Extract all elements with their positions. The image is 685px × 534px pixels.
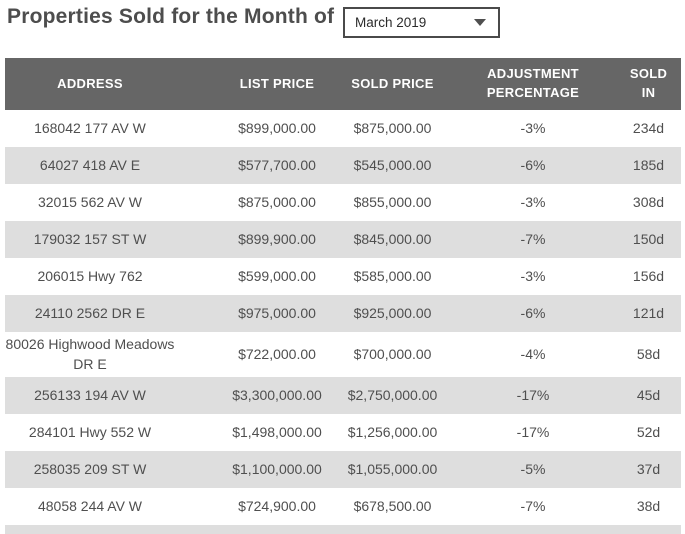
- cell-sold-in: 121d: [632, 305, 665, 322]
- cell-sold-price: $545,000.00: [353, 157, 432, 174]
- header-adjustment-percentage: ADJUSTMENT PERCENTAGE: [450, 58, 616, 110]
- cell-sold-price: $585,000.00: [353, 268, 432, 285]
- cell-adjustment: -5%: [520, 460, 546, 477]
- cell-sold-price: $2,750,000.00: [347, 386, 438, 403]
- cell-adjustment: -7%: [520, 231, 546, 248]
- cell-adjustment: -17%: [516, 423, 550, 440]
- cell-list-price: $1,100,000.00: [232, 460, 322, 477]
- cell-adjustment: -3%: [450, 525, 616, 534]
- cell-sold-in: 185d: [632, 157, 665, 174]
- cell-adjustment: -7%: [520, 497, 546, 514]
- cell-adjustment: -17%: [516, 386, 550, 403]
- cell-list-price: $899,000.00: [238, 120, 316, 137]
- cell-sold-in: 150d: [632, 231, 665, 248]
- table-row: 24110 2562 DR E $975,000.00 $925,000.00 …: [5, 295, 681, 332]
- header-sold-price: SOLD PRICE: [335, 58, 450, 110]
- cell-list-price: $749,000.00: [175, 525, 335, 534]
- table-row: 80026 Highwood Meadows DR E $722,000.00 …: [5, 332, 681, 377]
- table-row: 179032 157 ST W $899,900.00 $845,000.00 …: [5, 221, 681, 258]
- header-row: ADDRESS LIST PRICE SOLD PRICE ADJUSTMENT…: [5, 58, 681, 110]
- table-body: 168042 177 AV W $899,000.00 $875,000.00 …: [5, 110, 681, 534]
- cell-sold-in: 156d: [632, 268, 665, 285]
- cell-sold-in: 45d: [636, 386, 661, 403]
- month-dropdown[interactable]: March 2019: [343, 7, 500, 38]
- cell-list-price: $724,900.00: [238, 497, 316, 514]
- cell-sold-price: $855,000.00: [353, 194, 432, 211]
- chevron-down-icon: [474, 19, 486, 26]
- cell-list-price: $875,000.00: [238, 194, 316, 211]
- table-row: 256133 194 AV W $3,300,000.00 $2,750,000…: [5, 376, 681, 414]
- page-title: Properties Sold for the Month of: [7, 5, 335, 28]
- table-row: 206015 Hwy 762 $599,000.00 $585,000.00 -…: [5, 258, 681, 295]
- cell-adjustment: -3%: [520, 268, 546, 285]
- properties-table: ADDRESS LIST PRICE SOLD PRICE ADJUSTMENT…: [5, 58, 681, 534]
- cell-address: 256133 194 AV W: [34, 386, 146, 403]
- cell-sold-price: $678,500.00: [353, 497, 432, 514]
- cell-sold-price: $700,000.00: [353, 346, 432, 363]
- table-row: 168042 177 AV W $899,000.00 $875,000.00 …: [5, 110, 681, 147]
- cell-address: 179032 157 ST W: [33, 231, 147, 248]
- cell-sold-price: $845,000.00: [353, 231, 432, 248]
- cell-sold-price: $1,055,000.00: [347, 460, 438, 477]
- table-row: 258035 209 ST W $1,100,000.00 $1,055,000…: [5, 450, 681, 488]
- table-row: 322090 8 ST E $749,000.00 $732,500.00 -3…: [5, 524, 681, 534]
- cell-list-price: $975,000.00: [238, 305, 316, 322]
- cell-address: 24110 2562 DR E: [34, 305, 146, 322]
- cell-sold-in: 308d: [632, 194, 665, 211]
- table-row: 64027 418 AV E $577,700.00 $545,000.00 -…: [5, 147, 681, 184]
- cell-list-price: $722,000.00: [238, 346, 316, 363]
- cell-sold-in: 37d: [636, 460, 661, 477]
- cell-adjustment: -4%: [520, 346, 546, 363]
- cell-sold-price: $875,000.00: [353, 120, 432, 137]
- cell-list-price: $577,700.00: [238, 157, 316, 174]
- cell-address: 206015 Hwy 762: [37, 268, 143, 285]
- cell-list-price: $899,900.00: [238, 231, 316, 248]
- cell-adjustment: -3%: [520, 194, 546, 211]
- month-dropdown-value: March 2019: [355, 15, 427, 30]
- cell-list-price: $3,300,000.00: [232, 386, 322, 403]
- table-row: 48058 244 AV W $724,900.00 $678,500.00 -…: [5, 487, 681, 525]
- cell-address: 322090 8 ST E: [5, 525, 175, 534]
- cell-adjustment: -6%: [520, 157, 546, 174]
- cell-address: 32015 562 AV W: [37, 194, 143, 211]
- table-row: 284101 Hwy 552 W $1,498,000.00 $1,256,00…: [5, 413, 681, 451]
- cell-sold-in: 52d: [636, 423, 661, 440]
- cell-address: 48058 244 AV W: [37, 497, 143, 514]
- cell-sold-price: $1,256,000.00: [347, 423, 438, 440]
- cell-sold-price: $925,000.00: [353, 305, 432, 322]
- cell-address: 80026 Highwood Meadows DR E: [5, 336, 175, 373]
- header-list-price: LIST PRICE: [175, 58, 335, 110]
- cell-sold-price: $732,500.00: [335, 525, 450, 534]
- header-address: ADDRESS: [5, 58, 175, 110]
- cell-sold-in: 38d: [636, 497, 661, 514]
- cell-list-price: $599,000.00: [238, 268, 316, 285]
- cell-adjustment: -6%: [520, 305, 546, 322]
- cell-sold-in: 58d: [636, 346, 661, 363]
- cell-adjustment: -3%: [520, 120, 546, 137]
- cell-sold-in: 53d: [616, 525, 681, 534]
- table-row: 32015 562 AV W $875,000.00 $855,000.00 -…: [5, 184, 681, 221]
- table-header: ADDRESS LIST PRICE SOLD PRICE ADJUSTMENT…: [5, 58, 681, 110]
- cell-address: 284101 Hwy 552 W: [28, 423, 152, 440]
- cell-address: 168042 177 AV W: [34, 120, 146, 137]
- cell-list-price: $1,498,000.00: [232, 423, 322, 440]
- cell-address: 258035 209 ST W: [33, 460, 147, 477]
- cell-address: 64027 418 AV E: [39, 157, 141, 174]
- header-sold-in: SOLD IN: [616, 58, 681, 110]
- cell-sold-in: 234d: [632, 120, 665, 137]
